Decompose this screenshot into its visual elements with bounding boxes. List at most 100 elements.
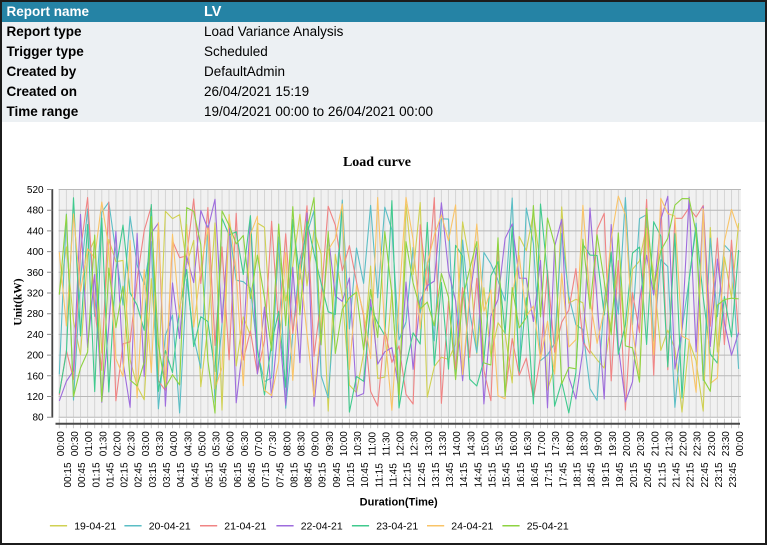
svg-text:13:30: 13:30 (438, 431, 449, 456)
svg-text:00:15: 00:15 (63, 462, 74, 487)
svg-text:03:00: 03:00 (141, 431, 152, 456)
svg-text:15:30: 15:30 (495, 431, 506, 456)
svg-text:11:30: 11:30 (381, 431, 392, 456)
svg-text:80: 80 (32, 413, 44, 424)
svg-text:08:30: 08:30 (296, 431, 307, 456)
svg-text:05:15: 05:15 (205, 462, 216, 487)
svg-text:02:00: 02:00 (113, 431, 124, 456)
svg-text:11:00: 11:00 (367, 431, 378, 456)
svg-text:00:00: 00:00 (735, 431, 746, 456)
svg-text:05:45: 05:45 (219, 462, 230, 487)
svg-text:21-04-21: 21-04-21 (224, 521, 266, 533)
svg-text:11:15: 11:15 (374, 463, 385, 488)
svg-text:24-04-21: 24-04-21 (451, 521, 493, 533)
svg-text:12:15: 12:15 (403, 462, 414, 487)
svg-text:19-04-21: 19-04-21 (74, 521, 116, 533)
svg-text:06:00: 06:00 (226, 431, 237, 456)
svg-text:02:45: 02:45 (134, 462, 145, 487)
svg-text:21:30: 21:30 (664, 431, 675, 456)
svg-text:09:00: 09:00 (311, 431, 322, 456)
svg-text:00:00: 00:00 (56, 431, 67, 456)
svg-text:200: 200 (27, 351, 44, 362)
svg-text:17:45: 17:45 (558, 462, 569, 487)
svg-text:16:30: 16:30 (523, 431, 534, 456)
svg-text:08:45: 08:45 (304, 462, 315, 487)
svg-text:00:45: 00:45 (77, 462, 88, 487)
svg-text:22:00: 22:00 (679, 431, 690, 456)
svg-text:17:15: 17:15 (544, 462, 555, 487)
svg-text:10:30: 10:30 (353, 431, 364, 456)
svg-text:15:45: 15:45 (502, 462, 513, 487)
svg-text:07:45: 07:45 (275, 462, 286, 487)
svg-text:02:15: 02:15 (120, 462, 131, 487)
svg-text:13:15: 13:15 (431, 462, 442, 487)
svg-text:Duration(Time): Duration(Time) (360, 496, 438, 508)
svg-text:480: 480 (27, 206, 44, 217)
svg-text:10:45: 10:45 (360, 462, 371, 487)
svg-text:16:15: 16:15 (516, 462, 527, 487)
svg-text:08:15: 08:15 (289, 462, 300, 487)
svg-text:23:30: 23:30 (721, 431, 732, 456)
svg-text:160: 160 (27, 371, 44, 382)
svg-text:23:15: 23:15 (714, 462, 725, 487)
svg-text:05:00: 05:00 (197, 431, 208, 456)
svg-text:360: 360 (27, 268, 44, 279)
svg-text:120: 120 (27, 392, 44, 403)
svg-text:23:00: 23:00 (707, 431, 718, 456)
svg-text:Unit(kW): Unit(kW) (12, 278, 24, 325)
svg-text:08:00: 08:00 (282, 431, 293, 456)
svg-text:01:00: 01:00 (84, 431, 95, 456)
svg-text:18:00: 18:00 (565, 431, 576, 456)
svg-text:240: 240 (27, 330, 44, 341)
svg-text:15:15: 15:15 (488, 462, 499, 487)
svg-text:00:30: 00:30 (70, 431, 81, 456)
svg-text:06:15: 06:15 (233, 462, 244, 487)
svg-text:07:30: 07:30 (268, 431, 279, 456)
svg-text:20:30: 20:30 (636, 431, 647, 456)
svg-text:06:45: 06:45 (247, 462, 258, 487)
svg-text:21:15: 21:15 (657, 462, 668, 487)
svg-text:25-04-21: 25-04-21 (527, 521, 569, 533)
svg-text:01:30: 01:30 (98, 431, 109, 456)
svg-text:520: 520 (27, 185, 44, 196)
svg-text:09:15: 09:15 (318, 462, 329, 487)
svg-text:320: 320 (27, 289, 44, 300)
svg-text:23:45: 23:45 (728, 462, 739, 487)
svg-text:20:45: 20:45 (643, 462, 654, 487)
svg-text:16:00: 16:00 (509, 431, 520, 456)
svg-text:14:15: 14:15 (459, 462, 470, 487)
svg-text:22:45: 22:45 (700, 462, 711, 487)
svg-text:14:45: 14:45 (473, 462, 484, 487)
svg-text:19:30: 19:30 (608, 431, 619, 456)
svg-text:04:45: 04:45 (190, 462, 201, 487)
svg-text:Load curve: Load curve (343, 155, 411, 170)
svg-text:20:00: 20:00 (622, 431, 633, 456)
svg-text:01:15: 01:15 (91, 462, 102, 487)
svg-text:440: 440 (27, 226, 44, 237)
svg-text:280: 280 (27, 309, 44, 320)
svg-text:19:00: 19:00 (594, 431, 605, 456)
svg-text:17:00: 17:00 (537, 431, 548, 456)
svg-text:21:00: 21:00 (650, 431, 661, 456)
svg-text:13:00: 13:00 (424, 431, 435, 456)
svg-text:19:15: 19:15 (601, 462, 612, 487)
svg-text:12:45: 12:45 (417, 462, 428, 487)
svg-text:18:15: 18:15 (572, 462, 583, 487)
svg-text:05:30: 05:30 (212, 431, 223, 456)
svg-text:16:45: 16:45 (530, 462, 541, 487)
svg-text:19:45: 19:45 (615, 462, 626, 487)
svg-text:12:00: 12:00 (396, 431, 407, 456)
svg-text:23-04-21: 23-04-21 (376, 521, 418, 533)
svg-text:12:30: 12:30 (410, 431, 421, 456)
svg-text:18:45: 18:45 (587, 462, 598, 487)
svg-text:02:30: 02:30 (127, 431, 138, 456)
svg-text:03:45: 03:45 (162, 462, 173, 487)
svg-text:20-04-21: 20-04-21 (149, 521, 191, 533)
svg-text:04:15: 04:15 (176, 462, 187, 487)
svg-text:07:00: 07:00 (254, 431, 265, 456)
svg-text:14:30: 14:30 (466, 431, 477, 456)
svg-text:03:30: 03:30 (155, 431, 166, 456)
svg-text:10:00: 10:00 (339, 431, 350, 456)
svg-text:10:15: 10:15 (346, 462, 357, 487)
svg-text:06:30: 06:30 (240, 431, 251, 456)
